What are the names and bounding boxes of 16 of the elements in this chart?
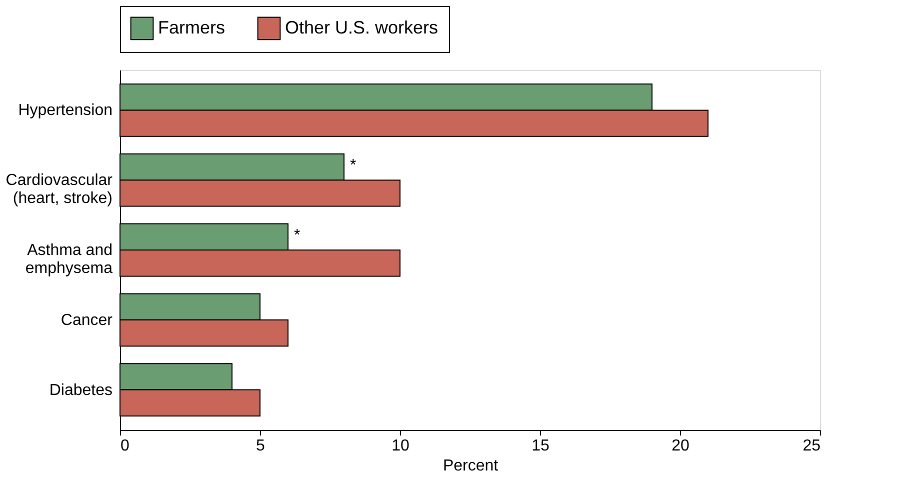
annotation: *	[350, 156, 356, 174]
x-axis-title: Percent	[442, 458, 499, 474]
y-tick-label: Diabetes	[49, 382, 112, 399]
x-tick-label: 15	[532, 438, 550, 454]
x-tick-label: 25	[802, 438, 821, 454]
x-tick-label: 0	[120, 438, 130, 454]
y-tick-label: Cancer	[60, 312, 114, 329]
legend-label: Farmers	[158, 17, 225, 38]
x-tick-label: 10	[392, 438, 410, 454]
x-tick-label: 5	[256, 438, 266, 454]
x-tick-label: 20	[672, 438, 690, 454]
y-tick-label: Asthma and emphysema	[25, 242, 113, 277]
y-tick-label: Hypertension	[18, 102, 112, 120]
annotation: *	[294, 226, 300, 244]
y-tick-label: Cardiovascular (heart, stroke)	[6, 172, 114, 208]
legend-label: Other U.S. workers	[285, 17, 438, 38]
